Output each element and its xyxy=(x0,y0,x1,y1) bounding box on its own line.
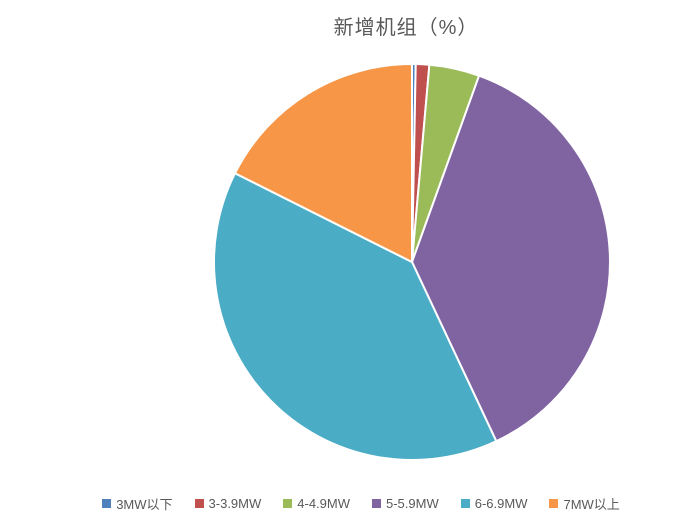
legend-item-2: 4-4.9MW xyxy=(283,496,350,511)
legend-label: 5-5.9MW xyxy=(386,496,439,511)
pie-slice-group xyxy=(213,63,611,461)
legend-label: 3MW以下 xyxy=(116,497,173,512)
legend-label: 4-4.9MW xyxy=(297,496,350,511)
legend-label: 3-3.9MW xyxy=(208,496,262,511)
legend-swatch-icon xyxy=(372,499,381,508)
legend-item-3: 5-5.9MW xyxy=(372,496,439,511)
legend-swatch-icon xyxy=(283,499,293,508)
legend-item-5: 7MW以上 xyxy=(549,494,620,513)
legend-swatch-icon xyxy=(460,499,470,508)
legend-swatch-icon xyxy=(549,499,559,508)
legend: 3MW以下 3-3.9MW 4-4.9MW 5-5.9MW 6-6.9MW 7M… xyxy=(0,494,684,513)
pie-slice-5 xyxy=(234,63,413,263)
legend-item-1: 3-3.9MW xyxy=(194,496,262,511)
legend-label: 7MW以上 xyxy=(563,497,620,512)
pie-slice-3 xyxy=(411,74,611,443)
pie-slice-4 xyxy=(213,172,498,461)
legend-label: 6-6.9MW xyxy=(474,496,528,511)
legend-swatch-icon xyxy=(102,499,112,508)
legend-swatch-icon xyxy=(194,499,204,508)
legend-item-0: 3MW以下 xyxy=(102,494,173,513)
chart-title: 新增机组（%） xyxy=(333,17,479,39)
legend-item-4: 6-6.9MW xyxy=(460,496,528,511)
